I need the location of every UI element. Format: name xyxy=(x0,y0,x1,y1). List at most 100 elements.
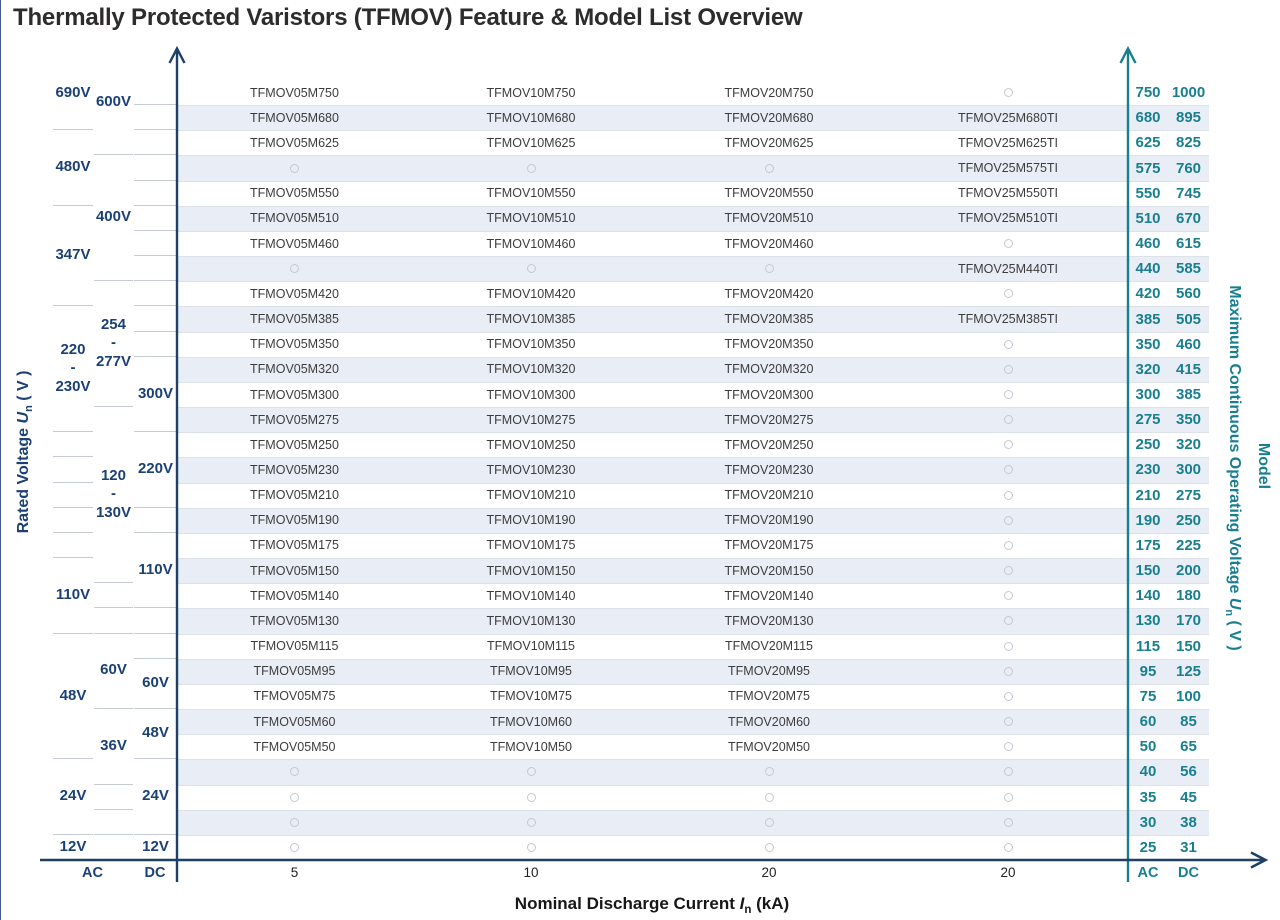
mcov-ac-value-cell: 575 xyxy=(1128,155,1168,180)
mcov-dc-value-cell: 460 xyxy=(1168,332,1209,357)
rated-voltage-label: 300V xyxy=(137,384,174,402)
model-cell: TFMOV10M190 xyxy=(412,508,650,533)
mcov-ac-value: 150 xyxy=(1135,562,1161,580)
rated-voltage-empty-cell xyxy=(134,332,177,357)
mcov-dc-value-cell: 250 xyxy=(1168,508,1209,533)
model-cell: TFMOV20M350 xyxy=(650,332,888,357)
mcov-dc-value: 100 xyxy=(1175,687,1202,705)
no-model-circle-icon xyxy=(1003,591,1013,601)
rated-voltage-empty-cell xyxy=(134,181,177,206)
model-cell xyxy=(412,785,650,810)
rated-voltage-label: 347V xyxy=(55,246,91,264)
model-cell: TFMOV25M680TI xyxy=(888,105,1128,130)
mcov-dc-value-cell: 45 xyxy=(1168,785,1209,810)
model-cell: TFMOV20M300 xyxy=(650,382,888,407)
model-cell: TFMOV20M50 xyxy=(650,734,888,759)
no-model-circle-icon xyxy=(290,767,299,777)
bottom-axis-title-suffix: (kA) xyxy=(751,893,790,913)
mcov-ac-value: 320 xyxy=(1135,360,1161,378)
mcov-dc-value: 415 xyxy=(1175,360,1202,378)
rated-voltage-empty-cell xyxy=(134,105,177,131)
model-cell xyxy=(888,734,1128,759)
model-cell: TFMOV20M230 xyxy=(650,457,888,482)
model-cell: TFMOV20M175 xyxy=(650,533,888,558)
model-name: TFMOV20M750 xyxy=(724,85,814,100)
model-name: TFMOV20M50 xyxy=(728,739,810,754)
model-cell: TFMOV10M210 xyxy=(412,483,650,508)
row-grid-line xyxy=(177,759,1209,761)
rated-voltage-label: 120 - 130V xyxy=(95,466,132,522)
mcov-dc-value: 560 xyxy=(1175,285,1202,303)
mcov-ac-value-cell: 130 xyxy=(1128,608,1168,633)
right-axis-title: Maximum Continuous Operating Voltage Un … xyxy=(1223,285,1243,651)
model-cell xyxy=(412,256,650,281)
model-name: TFMOV05M300 xyxy=(250,387,339,402)
mcov-ac-value-cell: 460 xyxy=(1128,231,1168,256)
left-scale-ac-label: AC xyxy=(82,864,103,881)
rated-voltage-cell: 400V xyxy=(94,155,133,282)
mcov-ac-value: 40 xyxy=(1139,763,1157,781)
rated-voltage-empty-cell xyxy=(53,483,93,508)
model-cell: TFMOV10M625 xyxy=(412,130,650,155)
model-cell: TFMOV25M510TI xyxy=(888,206,1128,231)
model-cell: TFMOV20M190 xyxy=(650,508,888,533)
no-model-circle-icon xyxy=(1003,239,1013,249)
mcov-ac-value-cell: 75 xyxy=(1128,684,1168,709)
mcov-ac-value-cell: 150 xyxy=(1128,558,1168,583)
model-cell xyxy=(177,810,412,835)
rated-voltage-cell: 48V xyxy=(53,634,93,760)
model-cell: TFMOV20M510 xyxy=(650,206,888,231)
model-cell xyxy=(888,659,1128,684)
row-grid-line xyxy=(177,532,1209,534)
model-cell: TFMOV05M460 xyxy=(177,231,412,256)
model-cell: TFMOV05M550 xyxy=(177,181,412,206)
mcov-dc-value-cell: 1000 xyxy=(1168,80,1209,105)
model-name: TFMOV20M210 xyxy=(724,488,814,503)
model-name: TFMOV05M510 xyxy=(250,211,339,226)
mcov-ac-value-cell: 440 xyxy=(1128,256,1168,281)
row-grid-line xyxy=(177,256,1209,258)
mcov-dc-value-cell: 505 xyxy=(1168,306,1209,331)
left-axis-symbol: U xyxy=(14,411,32,424)
mcov-dc-value-cell: 38 xyxy=(1168,810,1209,835)
model-cell: TFMOV25M440TI xyxy=(888,256,1128,281)
row-stripe xyxy=(177,155,1209,181)
model-cell: TFMOV20M210 xyxy=(650,483,888,508)
model-name: TFMOV10M150 xyxy=(486,563,576,578)
model-cell: TFMOV10M350 xyxy=(412,332,650,357)
mcov-ac-value-cell: 35 xyxy=(1128,785,1168,810)
mcov-ac-value: 440 xyxy=(1135,260,1161,278)
model-cell: TFMOV05M625 xyxy=(177,130,412,155)
model-cell: TFMOV25M385TI xyxy=(888,306,1128,331)
model-name: TFMOV20M625 xyxy=(724,135,814,150)
model-cell xyxy=(412,155,650,180)
no-model-circle-icon xyxy=(526,817,536,827)
mcov-ac-value: 115 xyxy=(1135,637,1161,655)
model-name: TFMOV05M210 xyxy=(250,488,339,503)
rated-voltage-cell: 48V xyxy=(134,709,177,760)
model-cell xyxy=(650,256,888,281)
rated-voltage-cell: 110V xyxy=(134,533,177,609)
row-stripe xyxy=(177,457,1209,483)
no-model-circle-icon xyxy=(1003,364,1013,374)
discharge-current-tick: 20 xyxy=(761,865,777,880)
model-cell: TFMOV05M75 xyxy=(177,684,412,709)
row-grid-line xyxy=(177,205,1209,207)
model-cell xyxy=(888,80,1128,105)
no-model-circle-icon xyxy=(1003,490,1013,500)
model-name: TFMOV10M420 xyxy=(486,286,576,301)
mcov-dc-value-cell: 895 xyxy=(1168,105,1209,130)
model-name: TFMOV10M210 xyxy=(486,488,576,503)
rated-voltage-empty-cell xyxy=(134,206,177,231)
model-cell xyxy=(888,533,1128,558)
model-cell: TFMOV10M75 xyxy=(412,684,650,709)
model-name: TFMOV20M320 xyxy=(724,362,814,377)
model-name: TFMOV05M550 xyxy=(250,186,339,201)
model-cell xyxy=(888,332,1128,357)
mcov-ac-value: 25 xyxy=(1139,838,1157,856)
model-cell xyxy=(888,759,1128,784)
rated-voltage-cell: 254 - 277V xyxy=(94,281,133,408)
rated-voltage-cell: 300V xyxy=(134,357,177,433)
